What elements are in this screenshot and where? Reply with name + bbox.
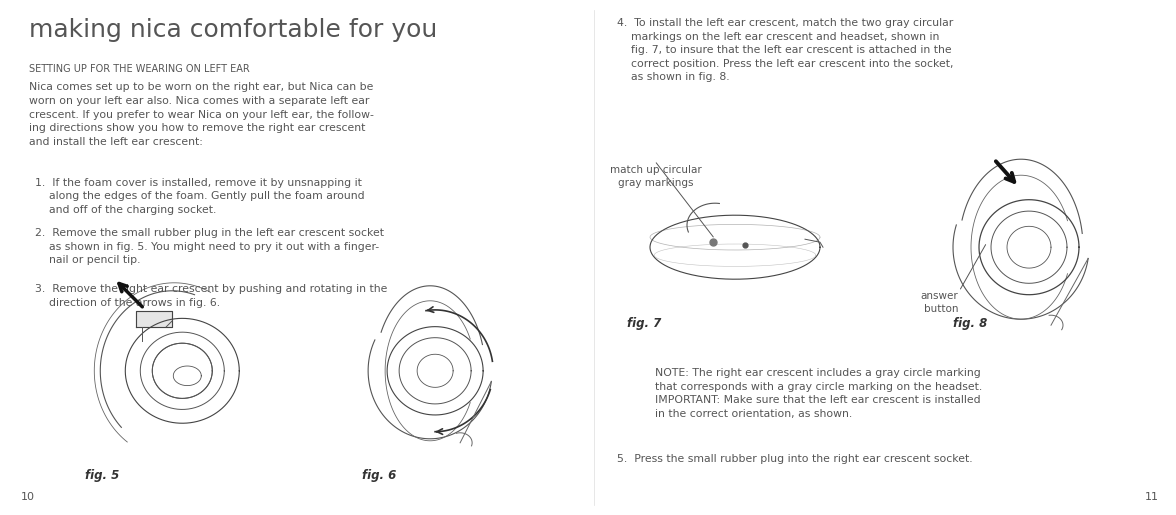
Polygon shape — [173, 366, 201, 386]
Text: fig. 7: fig. 7 — [627, 317, 661, 330]
Text: NOTE: The right ear crescent includes a gray circle marking
    that corresponds: NOTE: The right ear crescent includes a … — [641, 368, 982, 419]
Text: fig. 6: fig. 6 — [362, 469, 396, 482]
Polygon shape — [417, 354, 453, 387]
Text: 11: 11 — [1144, 492, 1158, 502]
Polygon shape — [152, 343, 213, 399]
Text: fig. 8: fig. 8 — [953, 317, 987, 330]
Text: SETTING UP FOR THE WEARING ON LEFT EAR: SETTING UP FOR THE WEARING ON LEFT EAR — [29, 64, 250, 74]
Text: 1.  If the foam cover is installed, remove it by unsnapping it
    along the edg: 1. If the foam cover is installed, remov… — [35, 178, 365, 215]
Text: answer
button: answer button — [921, 291, 958, 314]
Text: 3.  Remove the right ear crescent by pushing and rotating in the
    direction o: 3. Remove the right ear crescent by push… — [35, 284, 388, 308]
Text: match up circular
gray markings: match up circular gray markings — [610, 165, 702, 188]
Text: making nica comfortable for you: making nica comfortable for you — [29, 18, 437, 42]
Text: fig. 5: fig. 5 — [85, 469, 119, 482]
Polygon shape — [136, 311, 172, 327]
Polygon shape — [1007, 226, 1051, 268]
Text: 4.  To install the left ear crescent, match the two gray circular
    markings o: 4. To install the left ear crescent, mat… — [617, 18, 954, 82]
Text: Nica comes set up to be worn on the right ear, but Nica can be
worn on your left: Nica comes set up to be worn on the righ… — [29, 82, 374, 147]
Text: 10: 10 — [21, 492, 35, 502]
Text: 2.  Remove the small rubber plug in the left ear crescent socket
    as shown in: 2. Remove the small rubber plug in the l… — [35, 228, 385, 265]
Text: 5.  Press the small rubber plug into the right ear crescent socket.: 5. Press the small rubber plug into the … — [617, 454, 973, 464]
